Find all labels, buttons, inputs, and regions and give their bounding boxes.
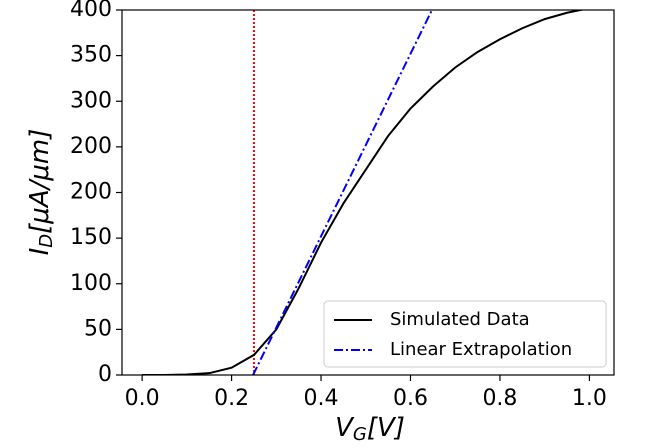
x-tick-label: 0.8: [482, 386, 517, 411]
y-tick-label: 50: [84, 316, 112, 341]
x-tick-label: 0.6: [393, 386, 428, 411]
y-tick-label: 150: [70, 225, 112, 250]
legend-box: [323, 300, 607, 368]
y-tick-label: 200: [70, 180, 112, 205]
x-label-sub: G: [353, 424, 367, 444]
x-tick-label: 1.0: [572, 386, 607, 411]
y-axis-label: ID[μA/μm]: [25, 129, 58, 256]
x-tick-label: 0.2: [214, 386, 249, 411]
x-tick-label: 0.0: [125, 386, 160, 411]
y-tick-label: 100: [70, 271, 112, 296]
y-label-sub: D: [36, 234, 57, 248]
y-label-rest: [μA/μm]: [25, 129, 55, 234]
y-tick-label: 200: [70, 134, 112, 159]
legend-label: Simulated Data: [390, 309, 530, 330]
x-label-main: V: [335, 413, 355, 443]
y-label-main: I: [25, 248, 55, 256]
y-tick-label: 400: [70, 0, 112, 22]
y-tick-label: 350: [70, 43, 112, 68]
series-line: [142, 10, 586, 375]
y-tick-label: 300: [70, 88, 112, 113]
axes-frame: [121, 9, 615, 376]
x-tick-label: 0.4: [304, 386, 339, 411]
legend-label: Linear Extrapolation: [390, 339, 572, 360]
x-label-rest: [V]: [367, 413, 405, 443]
y-tick-label: 0: [98, 362, 112, 387]
x-axis-label: VG[V]: [335, 413, 405, 445]
plot: [142, 10, 586, 375]
